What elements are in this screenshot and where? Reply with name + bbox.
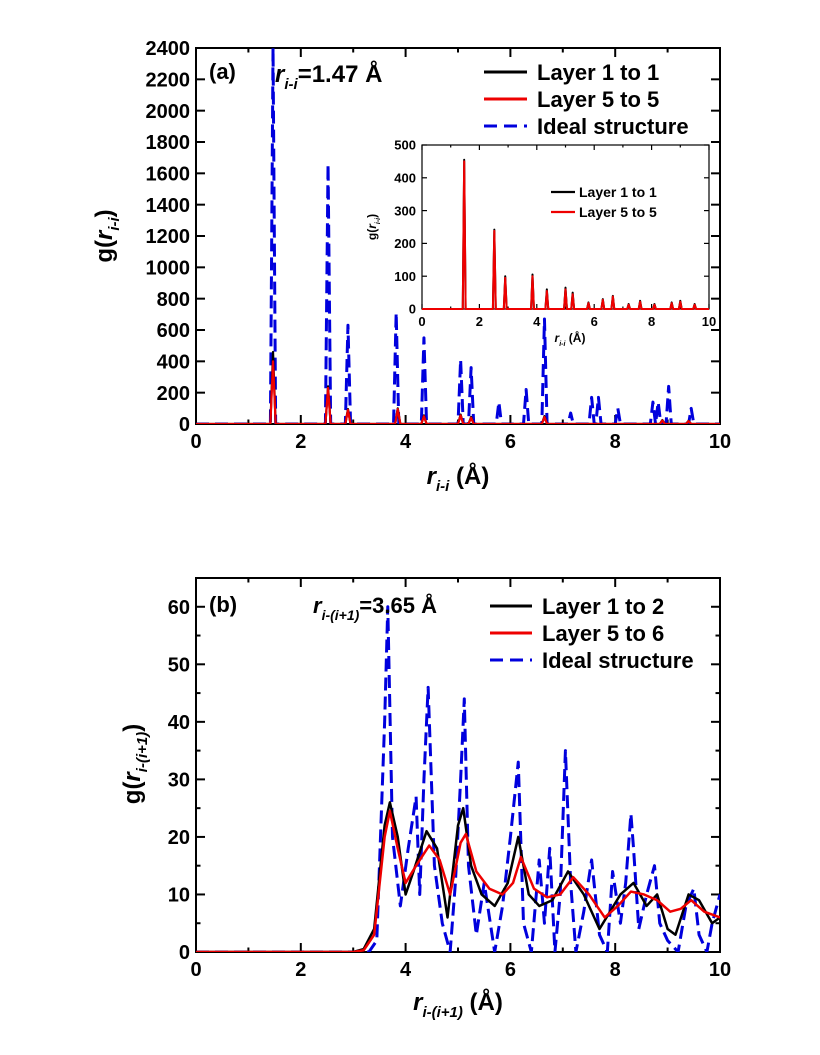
inset-ytick-label: 500	[394, 138, 416, 153]
inset-legend-label-0: Layer 1 to 1	[579, 184, 657, 200]
panel-b-xtick-label: 0	[190, 959, 201, 981]
panel-a-legend-label-1: Layer 5 to 5	[537, 87, 659, 112]
panel-b-ytick-label: 0	[179, 942, 190, 964]
inset-ytick-label: 400	[394, 170, 416, 185]
panel-b-ytick-label: 40	[168, 712, 190, 734]
panel-a-xtick-label: 0	[190, 431, 201, 453]
inset-xtick-label: 2	[476, 314, 483, 329]
panel-b-ytick-label: 10	[168, 885, 190, 907]
panel-b-plot	[196, 605, 720, 952]
panel-a-xtick-label: 8	[610, 431, 621, 453]
panel-b-legend-label-1: Layer 5 to 6	[542, 621, 664, 646]
panel-b-series-line-1	[196, 809, 720, 952]
panel-a-ytick-label: 400	[157, 352, 190, 374]
inset-frame	[421, 144, 710, 310]
panel-b-x-axis-label: ri-(i+1) (Å)	[413, 988, 503, 1021]
inset-x-axis-label: ri-i (Å)	[555, 330, 586, 348]
panel-a-x-axis-label: ri-i (Å)	[427, 462, 490, 495]
panel-b-ytick-label: 50	[168, 655, 190, 677]
panel-b-xtick-label: 2	[295, 959, 306, 981]
panel-a-plot	[196, 48, 720, 424]
panel-a-ytick-label: 2400	[146, 38, 191, 60]
panel-b-frame	[195, 577, 721, 953]
panel-a-legend-label-0: Layer 1 to 1	[537, 60, 659, 85]
inset-ytick-label: 100	[394, 269, 416, 284]
inset-series-line-1	[422, 160, 709, 310]
panel-a-y-axis-label: g(ri-i)	[91, 209, 123, 262]
panel-a-ytick-label: 0	[179, 414, 190, 436]
panel-a-xtick-label: 2	[295, 431, 306, 453]
panel-a-annotation: ri-i=1.47 Å	[275, 60, 382, 93]
panel-b-label: (b)	[209, 592, 237, 617]
panel-b-ytick-label: 30	[168, 770, 190, 792]
inset-ytick-label: 300	[394, 203, 416, 218]
panel-a-ytick-label: 1800	[146, 132, 191, 154]
panel-a-xtick-label: 4	[400, 431, 412, 453]
panel-b: 0 2 4 6 8 10 0 10 20 30 40 50 60 (b) ri-(i+1)=3.65 Å La…	[168, 577, 731, 981]
panel-a-ytick-label: 2200	[146, 70, 191, 92]
panel-b-xtick-label: 8	[610, 959, 621, 981]
panel-b-ytick-label: 60	[168, 597, 190, 619]
panel-a-label: (a)	[209, 59, 236, 84]
panel-a-ytick-label: 800	[157, 289, 190, 311]
panel-a-ytick-label: 600	[157, 320, 190, 342]
panel-a-series-line-1	[196, 360, 720, 424]
panel-a-ytick-label: 1400	[146, 195, 191, 217]
panel-a-xtick-label: 10	[709, 431, 731, 453]
panel-b-xtick-label: 4	[400, 959, 412, 981]
inset-xtick-label: 6	[591, 314, 598, 329]
panel-a-xtick-label: 6	[505, 431, 516, 453]
panel-a-legend-label-2: Ideal structure	[537, 114, 689, 139]
panel-a-ytick-label: 2000	[146, 101, 191, 123]
inset-y-axis-label: g(ri-i)	[365, 214, 382, 240]
inset-legend-label-1: Layer 5 to 5	[579, 204, 657, 220]
panel-a-ytick-label: 1600	[146, 164, 191, 186]
panel-b-legend-label-0: Layer 1 to 2	[542, 594, 664, 619]
panel-b-annotation: ri-(i+1)=3.65 Å	[313, 592, 437, 623]
inset-xtick-label: 10	[702, 314, 716, 329]
panel-a-ytick-label: 1200	[146, 226, 191, 248]
panel-b-xtick-label: 6	[505, 959, 516, 981]
panel-b-series-line-2	[196, 605, 720, 952]
panel-b-ytick-label: 20	[168, 827, 190, 849]
inset-ytick-label: 200	[394, 236, 416, 251]
panel-b-legend-label-2: Ideal structure	[542, 648, 694, 673]
inset-ytick-label: 0	[409, 302, 416, 317]
panel-b-xtick-label: 10	[709, 959, 731, 981]
inset-xtick-label: 4	[533, 314, 541, 329]
panel-a-ytick-label: 200	[157, 383, 190, 405]
panel-b-y-axis-label: g(ri-(i+1))	[119, 724, 151, 804]
panel-a-ytick-label: 1000	[146, 258, 191, 280]
inset-xtick-label: 0	[418, 314, 425, 329]
inset-xtick-label: 8	[648, 314, 655, 329]
